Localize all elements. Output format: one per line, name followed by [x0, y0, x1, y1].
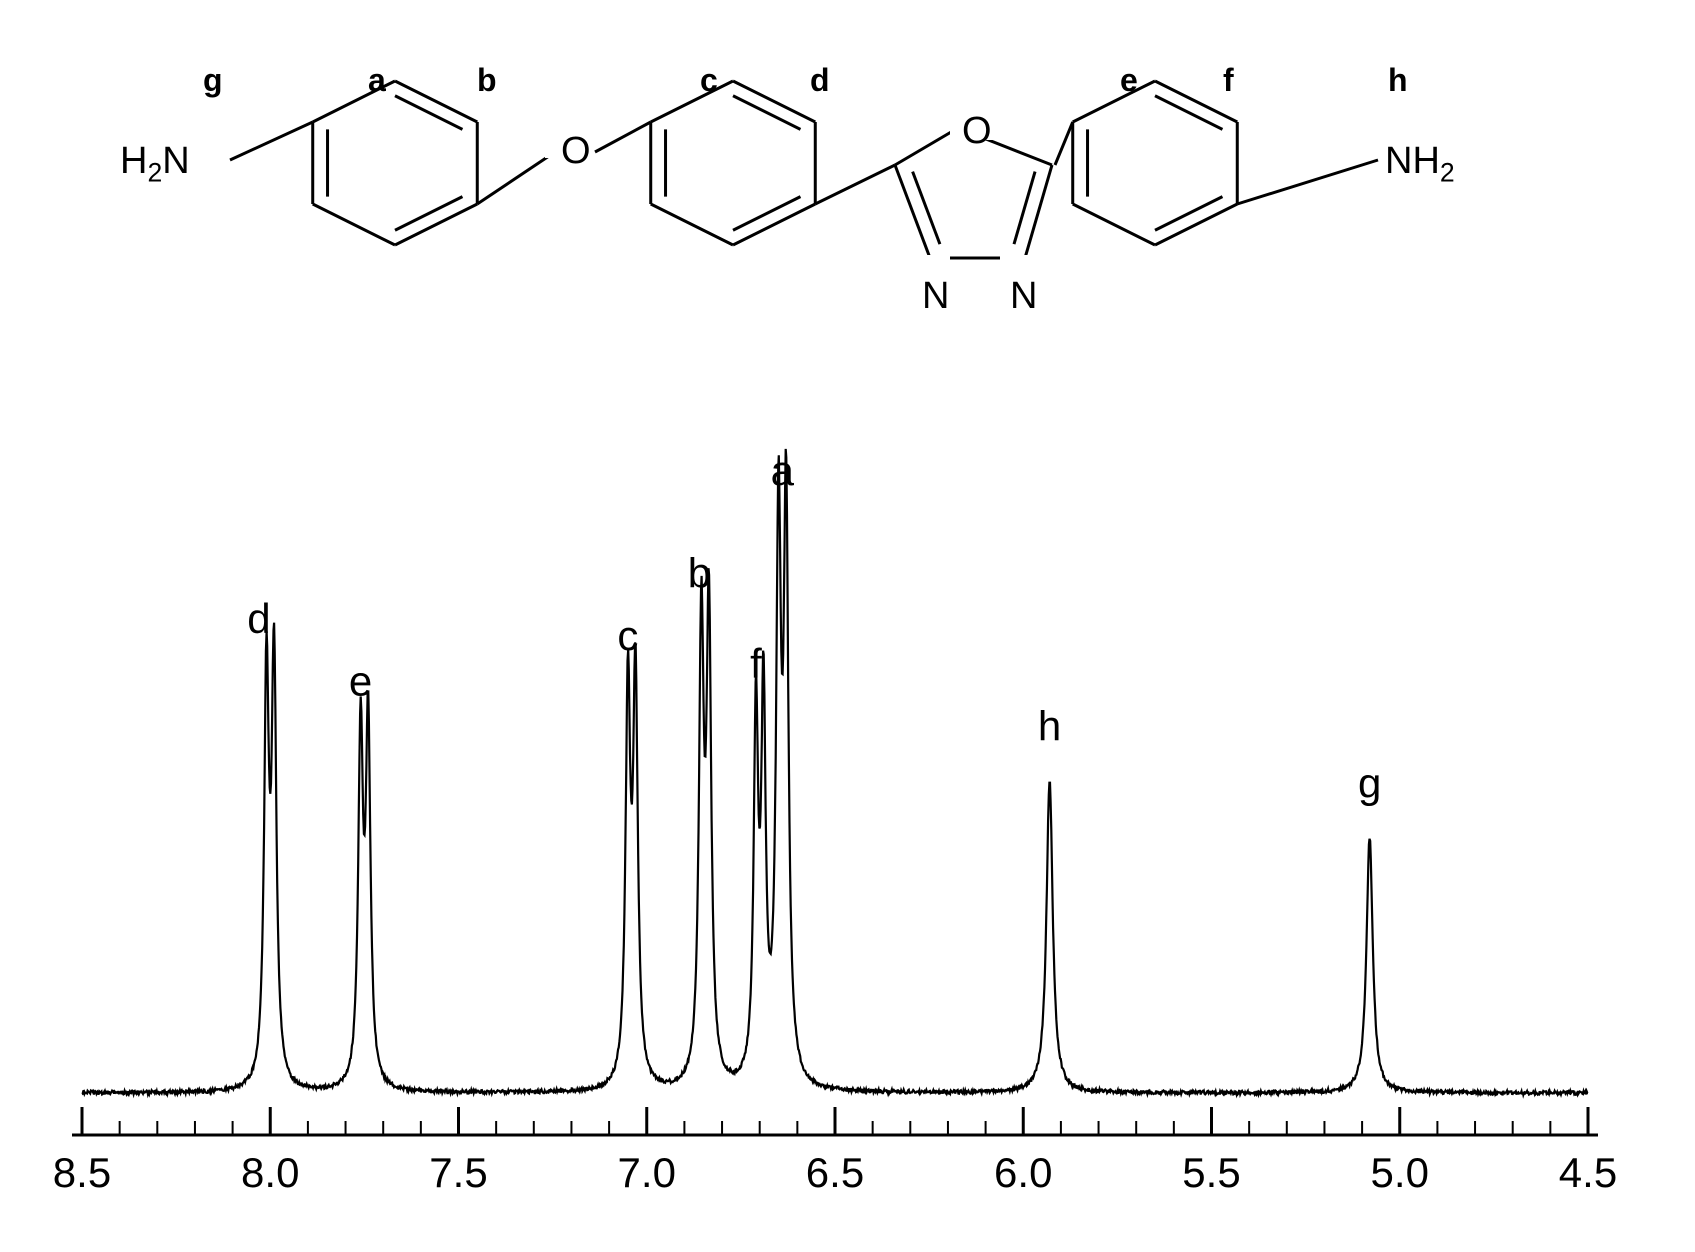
nmr-figure: 8.58.07.57.06.56.05.55.04.5decbfahg gabc…: [0, 0, 1695, 1252]
svg-text:5.0: 5.0: [1371, 1149, 1429, 1196]
proton-label-f: f: [1223, 62, 1234, 99]
svg-text:7.0: 7.0: [618, 1149, 676, 1196]
svg-text:4.5: 4.5: [1559, 1149, 1617, 1196]
proton-label-g: g: [203, 62, 223, 99]
atom-NH2_right: NH2: [1385, 140, 1455, 189]
svg-text:6.5: 6.5: [806, 1149, 864, 1196]
atom-O_ox: O: [962, 110, 992, 153]
proton-label-h: h: [1388, 62, 1408, 99]
svg-text:a: a: [771, 447, 795, 494]
svg-text:8.5: 8.5: [53, 1149, 111, 1196]
proton-label-b: b: [477, 62, 497, 99]
svg-text:6.0: 6.0: [994, 1149, 1052, 1196]
svg-text:e: e: [349, 657, 372, 704]
svg-text:c: c: [617, 612, 638, 659]
svg-text:d: d: [247, 595, 270, 642]
svg-text:g: g: [1358, 759, 1381, 806]
svg-text:5.5: 5.5: [1182, 1149, 1240, 1196]
svg-text:8.0: 8.0: [241, 1149, 299, 1196]
svg-text:h: h: [1038, 703, 1061, 750]
proton-label-e: e: [1120, 62, 1138, 99]
atom-O_ether: O: [561, 130, 591, 173]
svg-text:7.5: 7.5: [429, 1149, 487, 1196]
proton-label-a: a: [368, 62, 386, 99]
atom-N_ox_r: N: [1010, 275, 1037, 318]
proton-label-d: d: [810, 62, 830, 99]
svg-text:b: b: [688, 549, 711, 596]
atom-N_ox_l: N: [922, 275, 949, 318]
proton-label-c: c: [700, 62, 718, 99]
svg-text:f: f: [750, 640, 762, 687]
atom-NH2_left: H2N: [120, 140, 190, 189]
